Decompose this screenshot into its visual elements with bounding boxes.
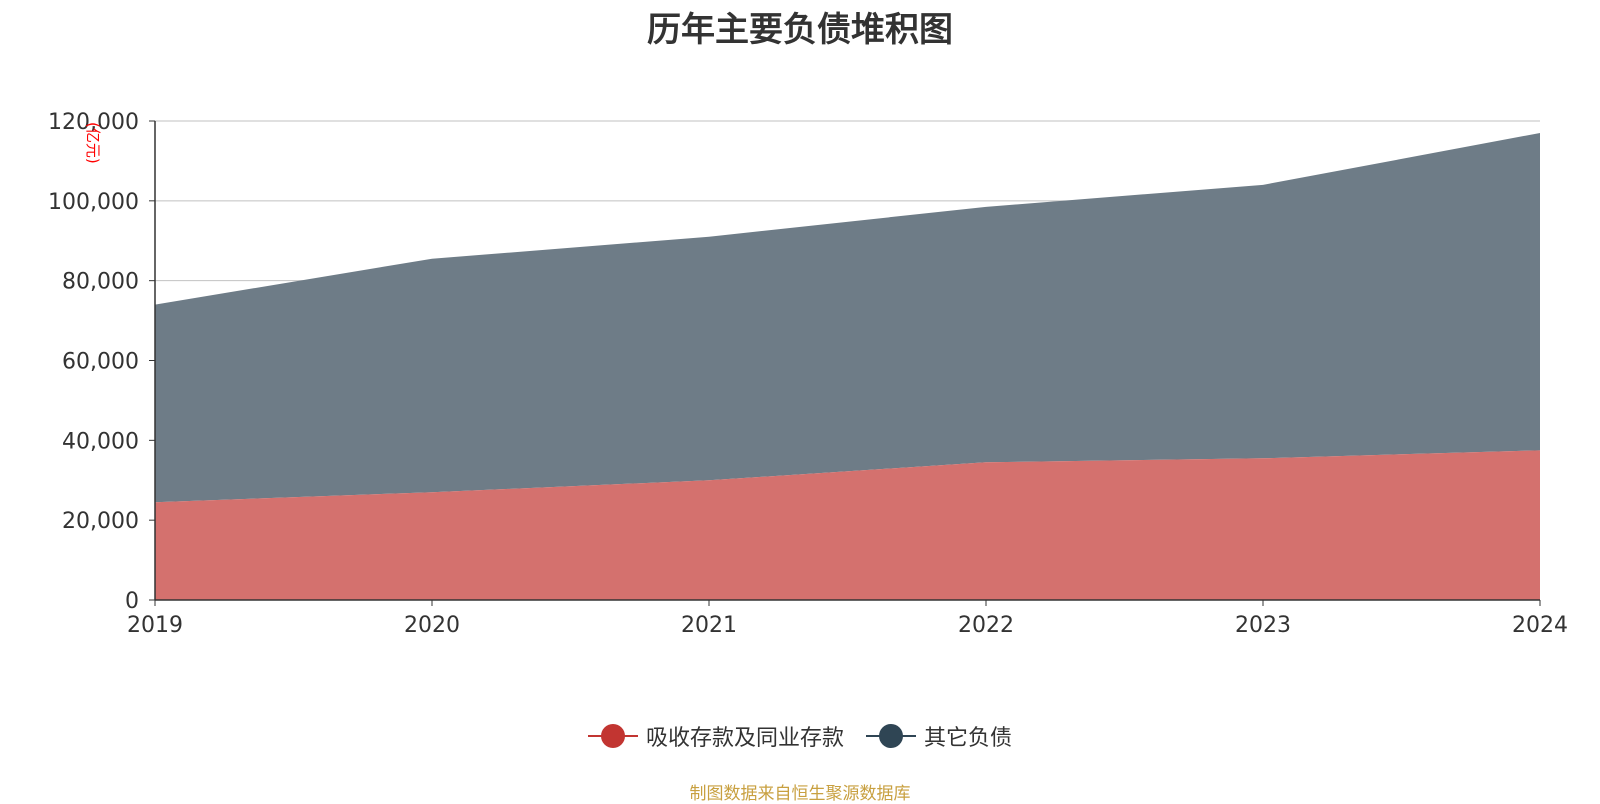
y-tick-label: 40,000 <box>62 429 139 454</box>
y-tick-labels: 0 20,000 40,000 60,000 80,000 100,000 120,000 <box>48 110 139 614</box>
y-axis-unit-label: (亿元) <box>84 122 102 164</box>
legend-label-other-liabilities: 其它负债 <box>924 726 1013 751</box>
y-tick-label: 20,000 <box>62 509 139 534</box>
area-series-1[interactable] <box>155 132 1540 503</box>
x-tick-label: 2021 <box>681 613 737 638</box>
x-tick-label: 2023 <box>1235 613 1291 638</box>
legend-label-deposits: 吸收存款及同业存款 <box>645 726 844 751</box>
series-areas <box>155 132 1540 600</box>
legend-item-deposits[interactable]: 吸收存款及同业存款 <box>587 720 844 752</box>
y-tick-label: 100,000 <box>48 190 139 215</box>
x-tick-label: 2022 <box>958 613 1014 638</box>
legend-item-other-liabilities[interactable]: 其它负债 <box>866 720 1012 752</box>
x-tick-label: 2024 <box>1512 613 1568 638</box>
legend-marker-other-liabilities <box>866 723 916 749</box>
axes <box>149 120 1541 606</box>
legend: 吸收存款及同业存款 其它负债 <box>0 720 1600 752</box>
legend-marker-deposits <box>587 723 638 749</box>
x-tick-label: 2020 <box>404 613 460 638</box>
y-tick-label: 60,000 <box>62 350 139 375</box>
y-tick-label: 120,000 <box>48 110 139 135</box>
x-tick-label: 2019 <box>127 613 183 638</box>
chart-title: 历年主要负债堆积图 <box>647 10 953 50</box>
y-tick-label: 80,000 <box>62 270 139 295</box>
y-tick-label: 0 <box>125 589 139 614</box>
area-series-0[interactable] <box>155 450 1540 600</box>
x-tick-labels: 2019 2020 2021 2022 2023 2024 <box>127 613 1568 638</box>
source-note: 制图数据来自恒生聚源数据库 <box>689 784 911 804</box>
